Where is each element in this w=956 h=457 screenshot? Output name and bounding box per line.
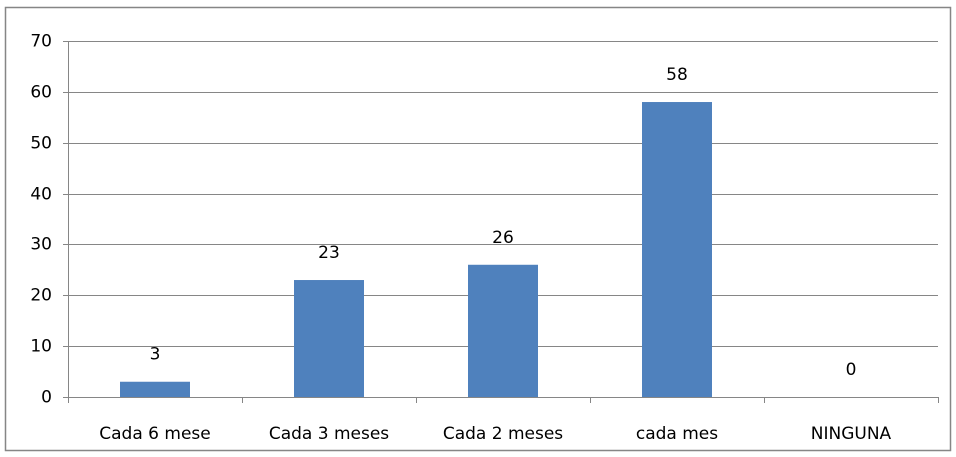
x-tick-label: Cada 2 meses [443,424,563,444]
data-label: 3 [150,345,161,365]
x-tick-label: Cada 3 meses [269,424,389,444]
x-tick-label: cada mes [636,424,718,444]
y-tick-label: 50 [30,134,52,154]
y-tick-label: 70 [30,32,52,52]
y-tick-label: 30 [30,235,52,255]
data-label: 23 [318,243,340,263]
y-tick-label: 0 [41,388,52,408]
data-label: 0 [846,360,857,380]
data-label: 26 [492,228,514,248]
bar [120,381,190,397]
x-tick-label: NINGUNA [811,424,892,444]
y-tick-label: 10 [30,337,52,357]
data-label: 58 [666,65,688,85]
bar [468,264,538,397]
y-tick-label: 40 [30,185,52,205]
y-tick-label: 60 [30,83,52,103]
y-tick-label: 20 [30,286,52,306]
x-tick-label: Cada 6 mese [99,424,210,444]
bar [642,102,712,398]
bar [294,280,364,397]
